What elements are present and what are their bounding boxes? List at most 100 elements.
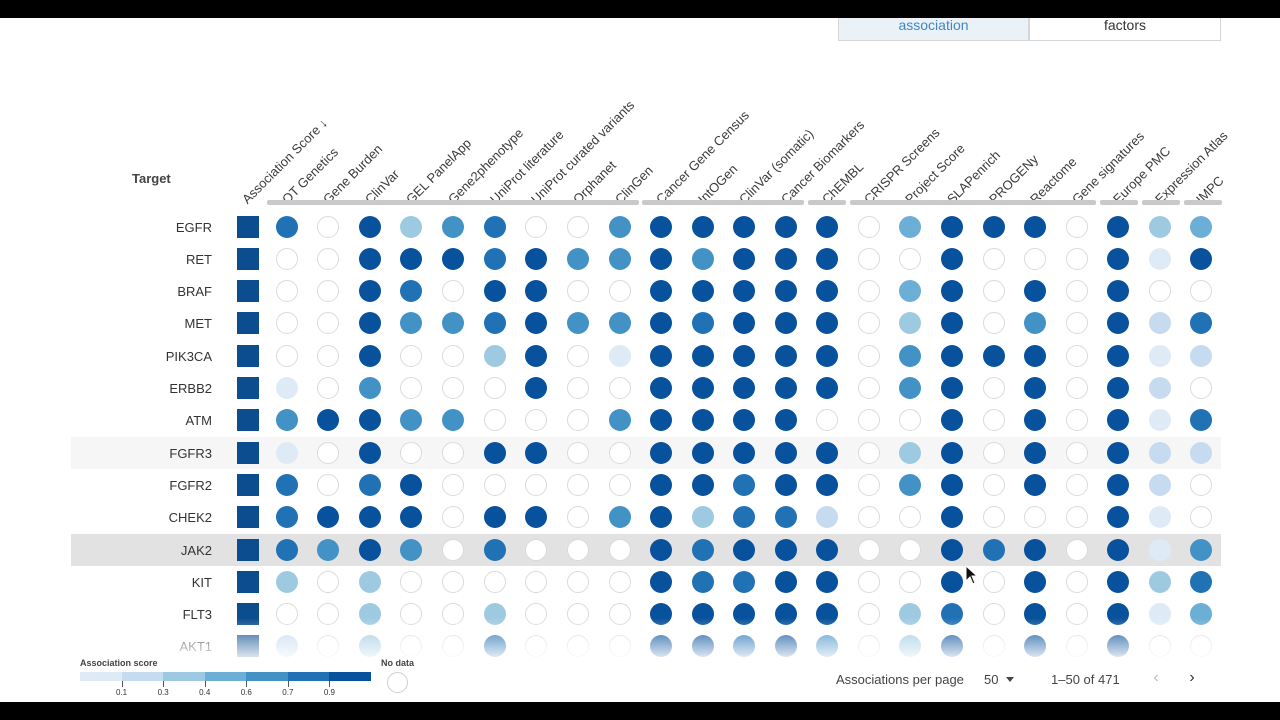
score-cell[interactable] — [941, 506, 963, 528]
association-score-cell[interactable] — [237, 539, 259, 561]
score-cell[interactable] — [1107, 474, 1129, 496]
score-cell[interactable] — [858, 312, 880, 334]
score-cell[interactable] — [775, 539, 797, 561]
association-score-cell[interactable] — [237, 248, 259, 270]
score-cell[interactable] — [1066, 216, 1088, 238]
score-cell[interactable] — [983, 280, 1005, 302]
score-cell[interactable] — [692, 280, 714, 302]
score-cell[interactable] — [317, 377, 339, 399]
score-cell[interactable] — [775, 506, 797, 528]
score-cell[interactable] — [1107, 248, 1129, 270]
score-cell[interactable] — [816, 442, 838, 464]
score-cell[interactable] — [1149, 377, 1171, 399]
score-cell[interactable] — [899, 571, 921, 593]
score-cell[interactable] — [359, 474, 381, 496]
score-cell[interactable] — [983, 248, 1005, 270]
score-cell[interactable] — [692, 539, 714, 561]
score-cell[interactable] — [941, 442, 963, 464]
score-cell[interactable] — [525, 442, 547, 464]
score-cell[interactable] — [816, 474, 838, 496]
score-cell[interactable] — [359, 539, 381, 561]
score-cell[interactable] — [1190, 442, 1212, 464]
score-cell[interactable] — [650, 280, 672, 302]
score-cell[interactable] — [733, 506, 755, 528]
score-cell[interactable] — [1024, 506, 1046, 528]
score-cell[interactable] — [359, 377, 381, 399]
score-cell[interactable] — [983, 312, 1005, 334]
score-cell[interactable] — [983, 345, 1005, 367]
score-cell[interactable] — [1190, 345, 1212, 367]
association-score-cell[interactable] — [237, 345, 259, 367]
target-label[interactable]: FGFR3 — [169, 446, 212, 461]
score-cell[interactable] — [941, 539, 963, 561]
score-cell[interactable] — [733, 409, 755, 431]
score-cell[interactable] — [1066, 248, 1088, 270]
score-cell[interactable] — [609, 474, 631, 496]
score-cell[interactable] — [484, 506, 506, 528]
score-cell[interactable] — [858, 216, 880, 238]
score-cell[interactable] — [442, 474, 464, 496]
score-cell[interactable] — [1024, 539, 1046, 561]
score-cell[interactable] — [983, 539, 1005, 561]
score-cell[interactable] — [733, 280, 755, 302]
score-cell[interactable] — [1190, 377, 1212, 399]
score-cell[interactable] — [1107, 442, 1129, 464]
score-cell[interactable] — [775, 312, 797, 334]
score-cell[interactable] — [1024, 280, 1046, 302]
target-label[interactable]: EGFR — [175, 220, 212, 235]
score-cell[interactable] — [775, 280, 797, 302]
score-cell[interactable] — [650, 474, 672, 496]
score-cell[interactable] — [1149, 506, 1171, 528]
score-cell[interactable] — [442, 506, 464, 528]
score-cell[interactable] — [442, 409, 464, 431]
score-cell[interactable] — [1149, 345, 1171, 367]
score-cell[interactable] — [525, 506, 547, 528]
score-cell[interactable] — [733, 345, 755, 367]
score-cell[interactable] — [1149, 216, 1171, 238]
score-cell[interactable] — [276, 248, 298, 270]
score-cell[interactable] — [276, 216, 298, 238]
score-cell[interactable] — [359, 442, 381, 464]
score-cell[interactable] — [1190, 539, 1212, 561]
score-cell[interactable] — [525, 539, 547, 561]
score-cell[interactable] — [276, 506, 298, 528]
score-cell[interactable] — [525, 377, 547, 399]
score-cell[interactable] — [1024, 442, 1046, 464]
score-cell[interactable] — [317, 312, 339, 334]
score-cell[interactable] — [1107, 377, 1129, 399]
score-cell[interactable] — [276, 280, 298, 302]
score-cell[interactable] — [941, 409, 963, 431]
score-cell[interactable] — [276, 539, 298, 561]
target-label[interactable]: RET — [186, 252, 212, 267]
score-cell[interactable] — [400, 280, 422, 302]
score-cell[interactable] — [1190, 571, 1212, 593]
score-cell[interactable] — [484, 409, 506, 431]
score-cell[interactable] — [1107, 216, 1129, 238]
score-cell[interactable] — [899, 377, 921, 399]
score-cell[interactable] — [567, 571, 589, 593]
score-cell[interactable] — [442, 539, 464, 561]
score-cell[interactable] — [1149, 474, 1171, 496]
score-cell[interactable] — [941, 312, 963, 334]
score-cell[interactable] — [317, 248, 339, 270]
column-header[interactable]: ClinVar (somatic) — [736, 126, 817, 207]
score-cell[interactable] — [1066, 506, 1088, 528]
score-cell[interactable] — [442, 377, 464, 399]
score-cell[interactable] — [733, 474, 755, 496]
score-cell[interactable] — [609, 409, 631, 431]
score-cell[interactable] — [609, 377, 631, 399]
score-cell[interactable] — [567, 442, 589, 464]
score-cell[interactable] — [650, 216, 672, 238]
score-cell[interactable] — [484, 377, 506, 399]
tab-factors[interactable]: factors — [1029, 18, 1221, 41]
score-cell[interactable] — [983, 571, 1005, 593]
chevron-down-icon[interactable] — [1006, 677, 1014, 682]
score-cell[interactable] — [1190, 248, 1212, 270]
score-cell[interactable] — [1190, 506, 1212, 528]
score-cell[interactable] — [775, 345, 797, 367]
score-cell[interactable] — [692, 474, 714, 496]
association-score-cell[interactable] — [237, 312, 259, 334]
score-cell[interactable] — [1149, 571, 1171, 593]
score-cell[interactable] — [317, 571, 339, 593]
score-cell[interactable] — [609, 506, 631, 528]
